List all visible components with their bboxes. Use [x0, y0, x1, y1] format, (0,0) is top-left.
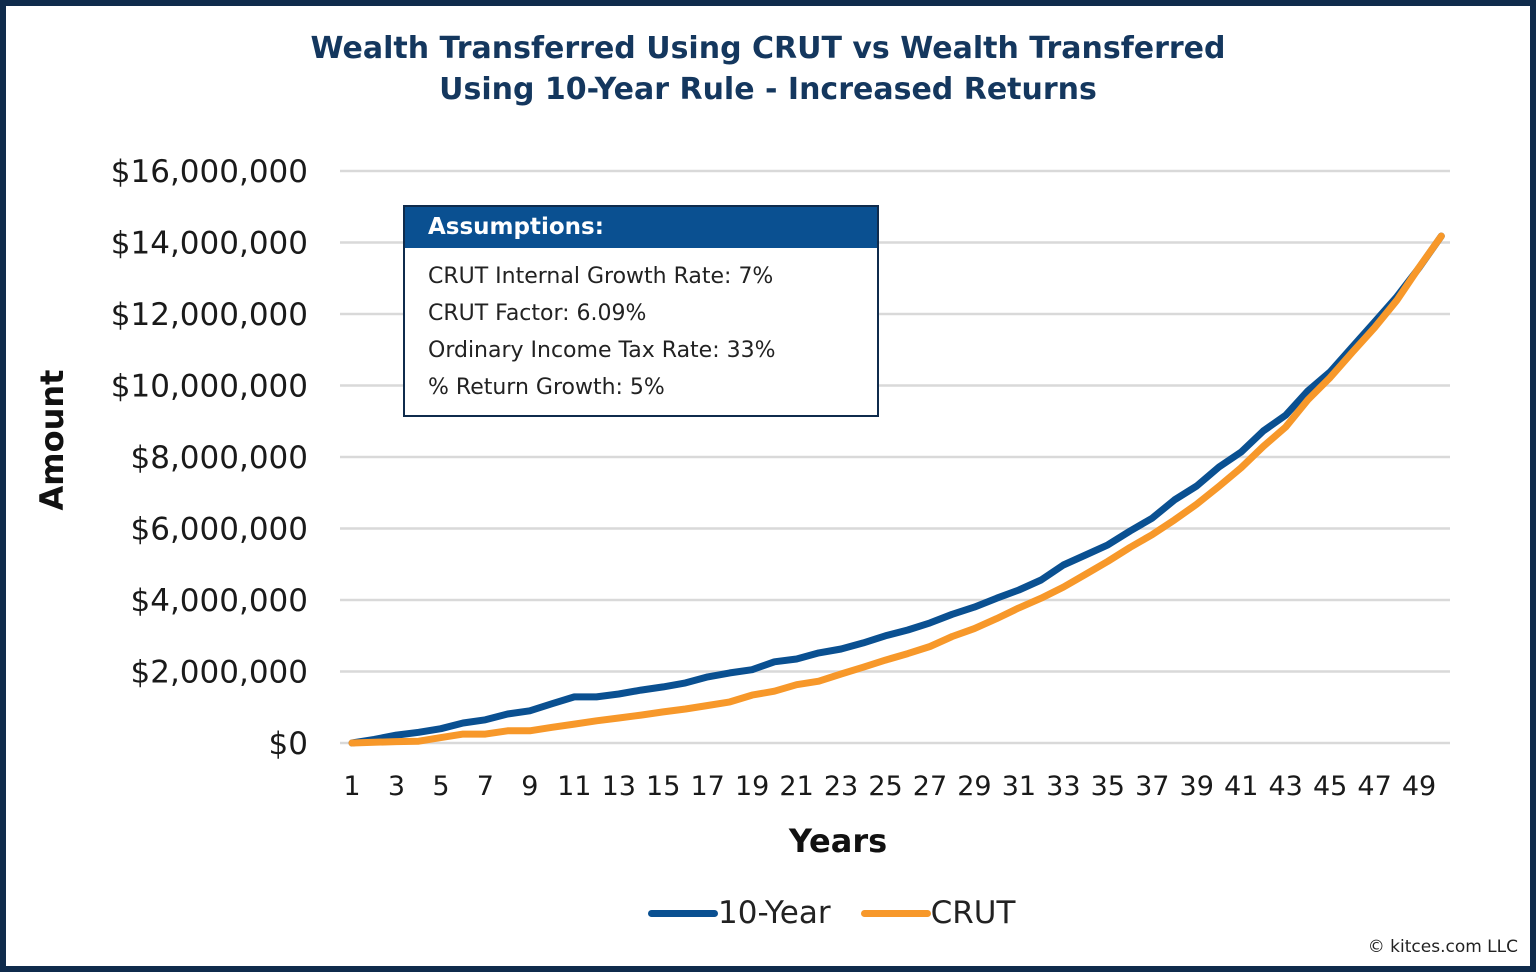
x-tick-label: 25 — [868, 771, 902, 802]
title-line-1: Wealth Transferred Using CRUT vs Wealth … — [310, 31, 1226, 66]
y-tick-label: $0 — [269, 726, 308, 762]
x-tick-label: 43 — [1268, 771, 1302, 802]
y-tick-label: $12,000,000 — [111, 297, 308, 333]
x-tick-label: 1 — [343, 771, 360, 802]
x-axis-label: Years — [788, 822, 887, 860]
legend-label-crut: CRUT — [930, 895, 1016, 931]
assumption-line: CRUT Internal Growth Rate: 7% — [428, 264, 774, 289]
y-tick-label: $16,000,000 — [111, 154, 308, 190]
assumption-line: CRUT Factor: 6.09% — [428, 301, 647, 326]
x-tick-label: 39 — [1180, 771, 1214, 802]
y-tick-label: $10,000,000 — [111, 369, 308, 405]
chart-title: Wealth Transferred Using CRUT vs Wealth … — [0, 28, 1536, 110]
x-tick-label: 17 — [691, 771, 725, 802]
x-tick-label: 15 — [646, 771, 680, 802]
x-tick-label: 41 — [1224, 771, 1258, 802]
x-tick-label: 19 — [735, 771, 769, 802]
legend: 10-Year CRUT — [648, 895, 1015, 931]
x-tick-label: 45 — [1313, 771, 1347, 802]
y-axis-label: Amount — [33, 370, 71, 511]
y-tick-label: $6,000,000 — [131, 512, 309, 548]
x-tick-label: 5 — [432, 771, 449, 802]
y-tick-label: $4,000,000 — [131, 583, 309, 619]
x-tick-label: 37 — [1135, 771, 1169, 802]
assumption-line: Ordinary Income Tax Rate: 33% — [428, 338, 776, 363]
series-line-10-year — [348, 232, 1445, 747]
legend-label-10-year: 10-Year — [718, 895, 831, 931]
x-tick-label: 11 — [557, 771, 591, 802]
x-tick-label: 9 — [521, 771, 538, 802]
x-tick-label: 13 — [602, 771, 636, 802]
legend-swatch-crut — [860, 909, 931, 917]
series-line-crut — [348, 232, 1445, 747]
assumptions-box: Assumptions: CRUT Internal Growth Rate: … — [403, 205, 879, 417]
x-tick-label: 7 — [477, 771, 494, 802]
copyright: © kitces.com LLC — [1367, 937, 1518, 957]
assumption-line: % Return Growth: 5% — [428, 375, 665, 400]
y-tick-label: $2,000,000 — [131, 655, 309, 691]
assumptions-header: Assumptions: — [405, 207, 877, 248]
y-tick-label: $14,000,000 — [111, 226, 308, 262]
x-tick-label: 35 — [1091, 771, 1125, 802]
x-tick-label: 49 — [1402, 771, 1436, 802]
x-tick-label: 27 — [913, 771, 947, 802]
y-tick-label: $8,000,000 — [131, 440, 309, 476]
x-tick-label: 21 — [779, 771, 813, 802]
x-tick-label: 31 — [1002, 771, 1036, 802]
x-tick-label: 23 — [824, 771, 858, 802]
x-tick-label: 29 — [957, 771, 991, 802]
legend-swatch-10-year — [648, 909, 718, 917]
title-line-2: Using 10-Year Rule - Increased Returns — [439, 72, 1097, 107]
x-tick-label: 47 — [1357, 771, 1391, 802]
x-tick-label: 33 — [1046, 771, 1080, 802]
x-tick-label: 3 — [388, 771, 405, 802]
